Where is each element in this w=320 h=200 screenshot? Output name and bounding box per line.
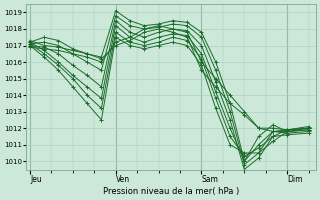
X-axis label: Pression niveau de la mer( hPa ): Pression niveau de la mer( hPa ) — [103, 187, 239, 196]
